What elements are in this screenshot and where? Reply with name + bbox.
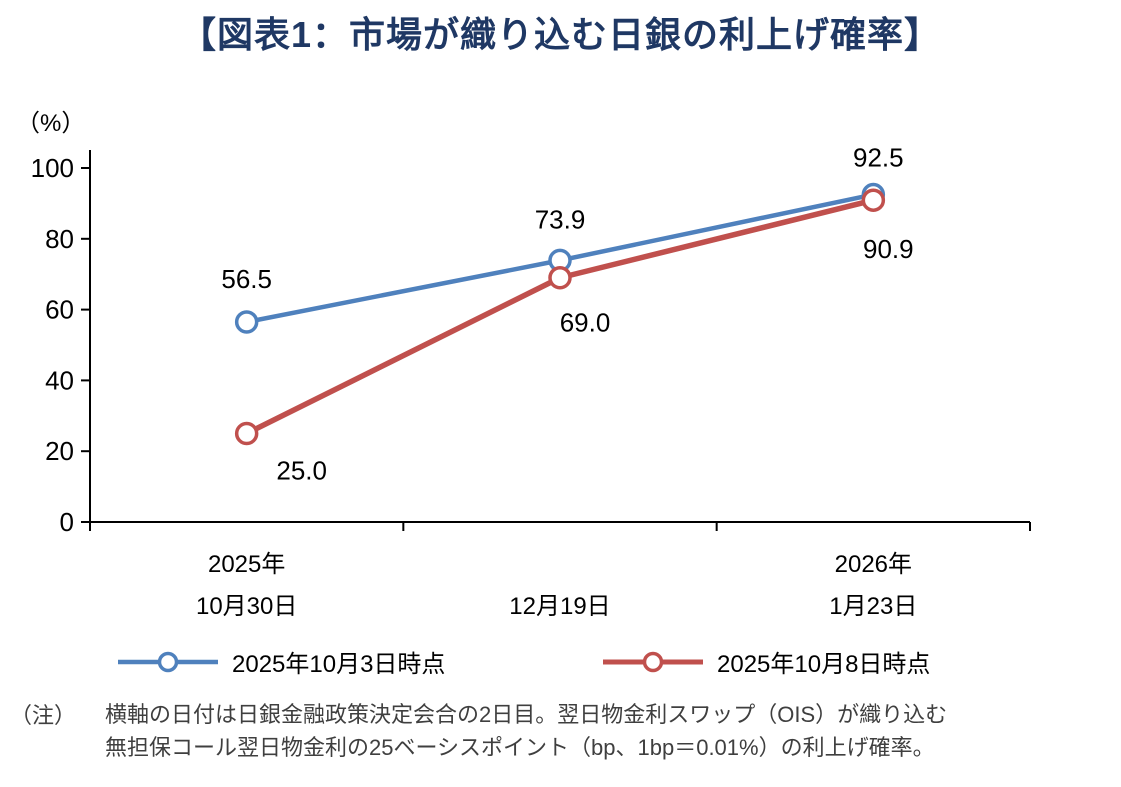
y-tick-label: 20 bbox=[45, 436, 74, 466]
data-point-marker bbox=[548, 265, 572, 290]
y-tick-label: 0 bbox=[60, 507, 74, 537]
data-label: 73.9 bbox=[535, 204, 586, 234]
legend-label-series1: 2025年10月3日時点 bbox=[232, 651, 446, 678]
x-category-label: 10月30日 bbox=[196, 593, 297, 620]
y-tick-label: 80 bbox=[45, 224, 74, 254]
x-category-label: 2025年 bbox=[208, 551, 285, 578]
data-label: 56.5 bbox=[221, 264, 272, 294]
legend-item-series1: 2025年10月3日時点 bbox=[116, 644, 445, 679]
data-label: 90.9 bbox=[863, 234, 914, 264]
data-point-marker bbox=[861, 188, 886, 212]
legend: 2025年10月3日時点 2025年10月8日時点 bbox=[0, 644, 1121, 686]
line-chart: 0 20 40 60 80 100 2025年 10月30日 12月19日 2026年 1月23日 （… bbox=[16, 110, 1031, 620]
footnote-label: （注） bbox=[10, 703, 77, 728]
y-tick-label: 100 bbox=[31, 153, 74, 183]
footnote-line-1: 横軸の日付は日銀金融政策決定会合の2日目。翌日物金利スワップ（OIS）が織り込む bbox=[105, 702, 948, 727]
footnote: （注） 横軸の日付は日銀金融政策決定会合の2日目。翌日物金利スワップ（OIS）が… bbox=[10, 698, 1110, 764]
footnote-line-2: 無担保コール翌日物金利の25ベーシスポイント（bp、1bp＝0.01%）の利上げ… bbox=[105, 735, 935, 760]
data-label: 69.0 bbox=[560, 308, 611, 338]
x-category-label: 1月23日 bbox=[829, 593, 917, 620]
data-point-marker bbox=[234, 421, 259, 446]
chart-title: 【図表1：市場が織り込む日銀の利上げ確率】 bbox=[179, 14, 942, 55]
legend-item-series2: 2025年10月8日時点 bbox=[601, 644, 930, 679]
legend-label-series2: 2025年10月8日時点 bbox=[717, 651, 931, 678]
footnote-text: 横軸の日付は日銀金融政策決定会合の2日目。翌日物金利スワップ（OIS）が織り込む… bbox=[105, 698, 947, 764]
y-tick-label: 40 bbox=[45, 365, 74, 395]
data-point-marker bbox=[234, 310, 259, 334]
data-label: 92.5 bbox=[853, 143, 904, 173]
data-label: 25.0 bbox=[276, 456, 327, 486]
x-category-label: 12月19日 bbox=[509, 593, 610, 620]
legend-series1-line-icon bbox=[118, 651, 218, 672]
legend-series2-line-icon bbox=[603, 651, 703, 672]
y-axis-unit-label: （%） bbox=[16, 110, 85, 137]
y-tick-label: 60 bbox=[45, 295, 74, 325]
x-category-label: 2026年 bbox=[835, 551, 912, 578]
